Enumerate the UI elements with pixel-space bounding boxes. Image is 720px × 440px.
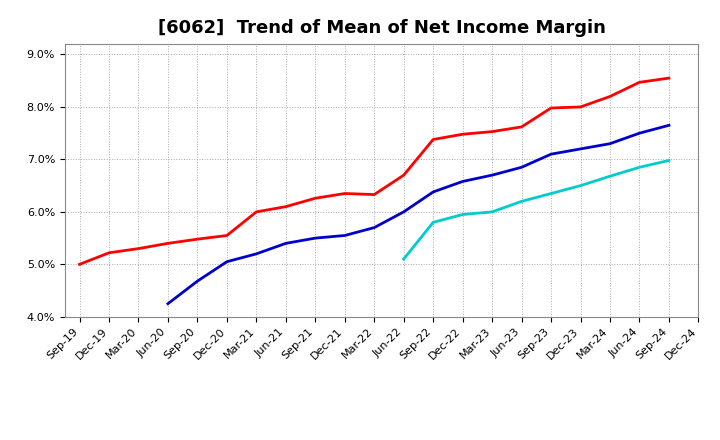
Title: [6062]  Trend of Mean of Net Income Margin: [6062] Trend of Mean of Net Income Margi… bbox=[158, 19, 606, 37]
7 Years bbox=[665, 158, 673, 163]
5 Years bbox=[193, 279, 202, 284]
5 Years bbox=[163, 301, 172, 306]
3 Years bbox=[134, 246, 143, 251]
7 Years bbox=[606, 173, 614, 179]
Line: 3 Years: 3 Years bbox=[79, 78, 669, 264]
5 Years bbox=[282, 241, 290, 246]
5 Years bbox=[252, 251, 261, 257]
7 Years bbox=[459, 212, 467, 217]
3 Years bbox=[400, 172, 408, 178]
3 Years bbox=[606, 94, 614, 99]
3 Years bbox=[517, 124, 526, 129]
7 Years bbox=[576, 183, 585, 188]
5 Years bbox=[517, 165, 526, 170]
3 Years bbox=[487, 129, 496, 134]
Line: 7 Years: 7 Years bbox=[404, 161, 669, 259]
5 Years bbox=[400, 209, 408, 215]
Line: 5 Years: 5 Years bbox=[168, 125, 669, 304]
3 Years bbox=[576, 104, 585, 110]
7 Years bbox=[635, 165, 644, 170]
7 Years bbox=[487, 209, 496, 215]
3 Years bbox=[370, 192, 379, 197]
3 Years bbox=[282, 204, 290, 209]
3 Years bbox=[635, 80, 644, 85]
5 Years bbox=[487, 172, 496, 178]
Legend: 3 Years, 5 Years, 7 Years, 10 Years: 3 Years, 5 Years, 7 Years, 10 Years bbox=[172, 438, 591, 440]
5 Years bbox=[222, 259, 231, 264]
3 Years bbox=[75, 262, 84, 267]
5 Years bbox=[370, 225, 379, 230]
5 Years bbox=[311, 235, 320, 241]
3 Years bbox=[311, 196, 320, 201]
3 Years bbox=[222, 233, 231, 238]
3 Years bbox=[163, 241, 172, 246]
7 Years bbox=[429, 220, 438, 225]
3 Years bbox=[104, 250, 113, 256]
5 Years bbox=[606, 141, 614, 147]
3 Years bbox=[341, 191, 349, 196]
3 Years bbox=[546, 105, 555, 110]
5 Years bbox=[576, 146, 585, 151]
5 Years bbox=[341, 233, 349, 238]
7 Years bbox=[400, 257, 408, 262]
7 Years bbox=[517, 199, 526, 204]
5 Years bbox=[546, 151, 555, 157]
3 Years bbox=[665, 76, 673, 81]
3 Years bbox=[252, 209, 261, 215]
5 Years bbox=[429, 189, 438, 194]
3 Years bbox=[459, 132, 467, 137]
7 Years bbox=[546, 191, 555, 196]
5 Years bbox=[459, 179, 467, 184]
3 Years bbox=[429, 137, 438, 142]
5 Years bbox=[635, 131, 644, 136]
3 Years bbox=[193, 237, 202, 242]
5 Years bbox=[665, 123, 673, 128]
